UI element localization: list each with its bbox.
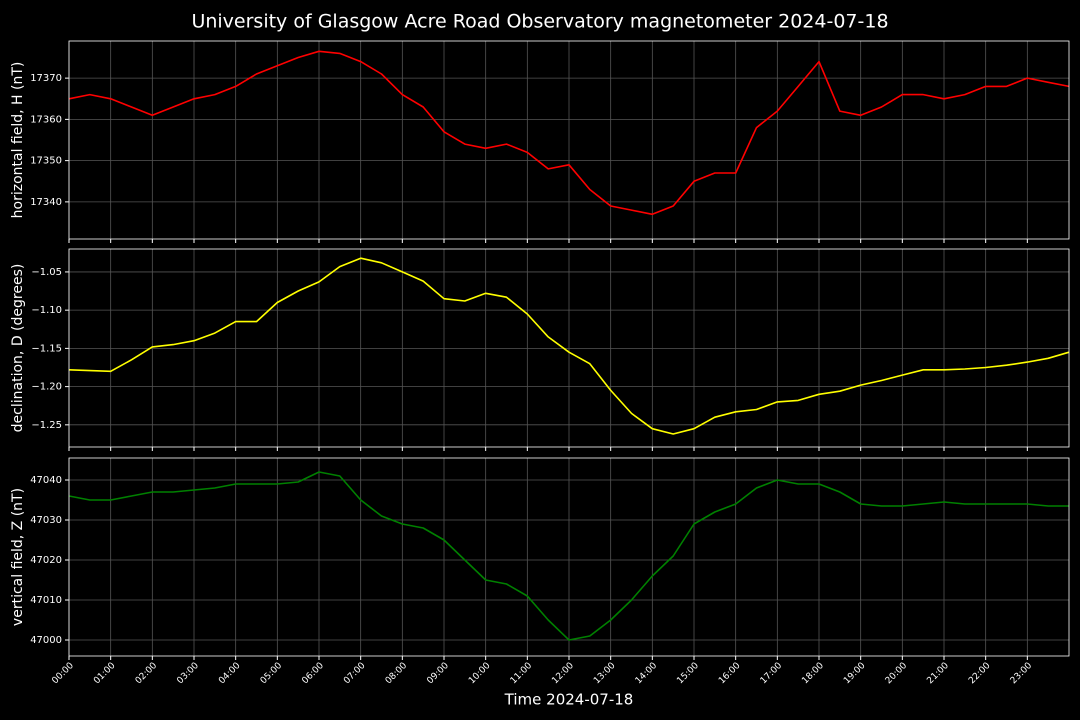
data-line: [68, 50, 1070, 216]
y-tick-label: 17370: [30, 73, 62, 84]
plot-frame: [68, 248, 1070, 448]
x-tick-label: 05:00: [259, 661, 285, 687]
x-tick-label: 20:00: [884, 661, 910, 687]
x-tick-label: 22:00: [967, 661, 993, 687]
plot-frame: [68, 40, 1070, 240]
x-tick-label: 00:00: [50, 661, 76, 687]
y-tick-label: 47000: [30, 635, 62, 646]
x-tick-label: 15:00: [675, 661, 701, 687]
y-tick-label: 17350: [30, 156, 62, 167]
y-tick-label: 47030: [30, 515, 62, 526]
y-axis-label: vertical field, Z (nT): [10, 488, 26, 626]
x-tick-label: 21:00: [925, 661, 951, 687]
x-tick-label: 16:00: [717, 661, 743, 687]
x-tick-label: 23:00: [1009, 661, 1035, 687]
x-tick-label: 09:00: [425, 661, 451, 687]
y-tick-label: 17360: [30, 114, 62, 125]
y-tick-label: −1.20: [31, 382, 62, 393]
y-tick-label: −1.25: [31, 420, 62, 431]
x-tick-label: 19:00: [842, 661, 868, 687]
x-tick-label: 08:00: [384, 661, 410, 687]
y-tick-label: 47020: [30, 555, 62, 566]
x-tick-label: 04:00: [217, 661, 243, 687]
x-tick-label: 01:00: [92, 661, 118, 687]
x-tick-label: 11:00: [509, 661, 535, 687]
chart-title: University of Glasgow Acre Road Observat…: [191, 11, 888, 33]
y-tick-label: 47010: [30, 595, 62, 606]
x-tick-label: 03:00: [175, 661, 201, 687]
y-tick-label: −1.05: [31, 267, 62, 278]
x-tick-label: 14:00: [634, 661, 660, 687]
x-tick-label: 02:00: [134, 661, 160, 687]
x-tick-label: 06:00: [300, 661, 326, 687]
data-line: [68, 471, 1069, 641]
x-axis-label: Time 2024-07-18: [504, 691, 634, 709]
plot-frame: [68, 457, 1070, 657]
x-tick-label: 07:00: [342, 661, 368, 687]
x-tick-label: 17:00: [759, 661, 785, 687]
x-tick-label: 18:00: [800, 661, 826, 687]
x-tick-label: 12:00: [550, 661, 576, 687]
y-axis-label: horizontal field, H (nT): [10, 62, 26, 219]
data-line: [68, 257, 1070, 435]
x-tick-label: 10:00: [467, 661, 493, 687]
x-tick-label: 13:00: [592, 661, 618, 687]
y-tick-label: −1.10: [31, 305, 62, 316]
y-tick-label: 17340: [30, 197, 62, 208]
y-tick-label: −1.15: [31, 343, 62, 354]
y-tick-label: 47040: [30, 475, 62, 486]
y-axis-label: declination, D (degrees): [10, 264, 26, 433]
